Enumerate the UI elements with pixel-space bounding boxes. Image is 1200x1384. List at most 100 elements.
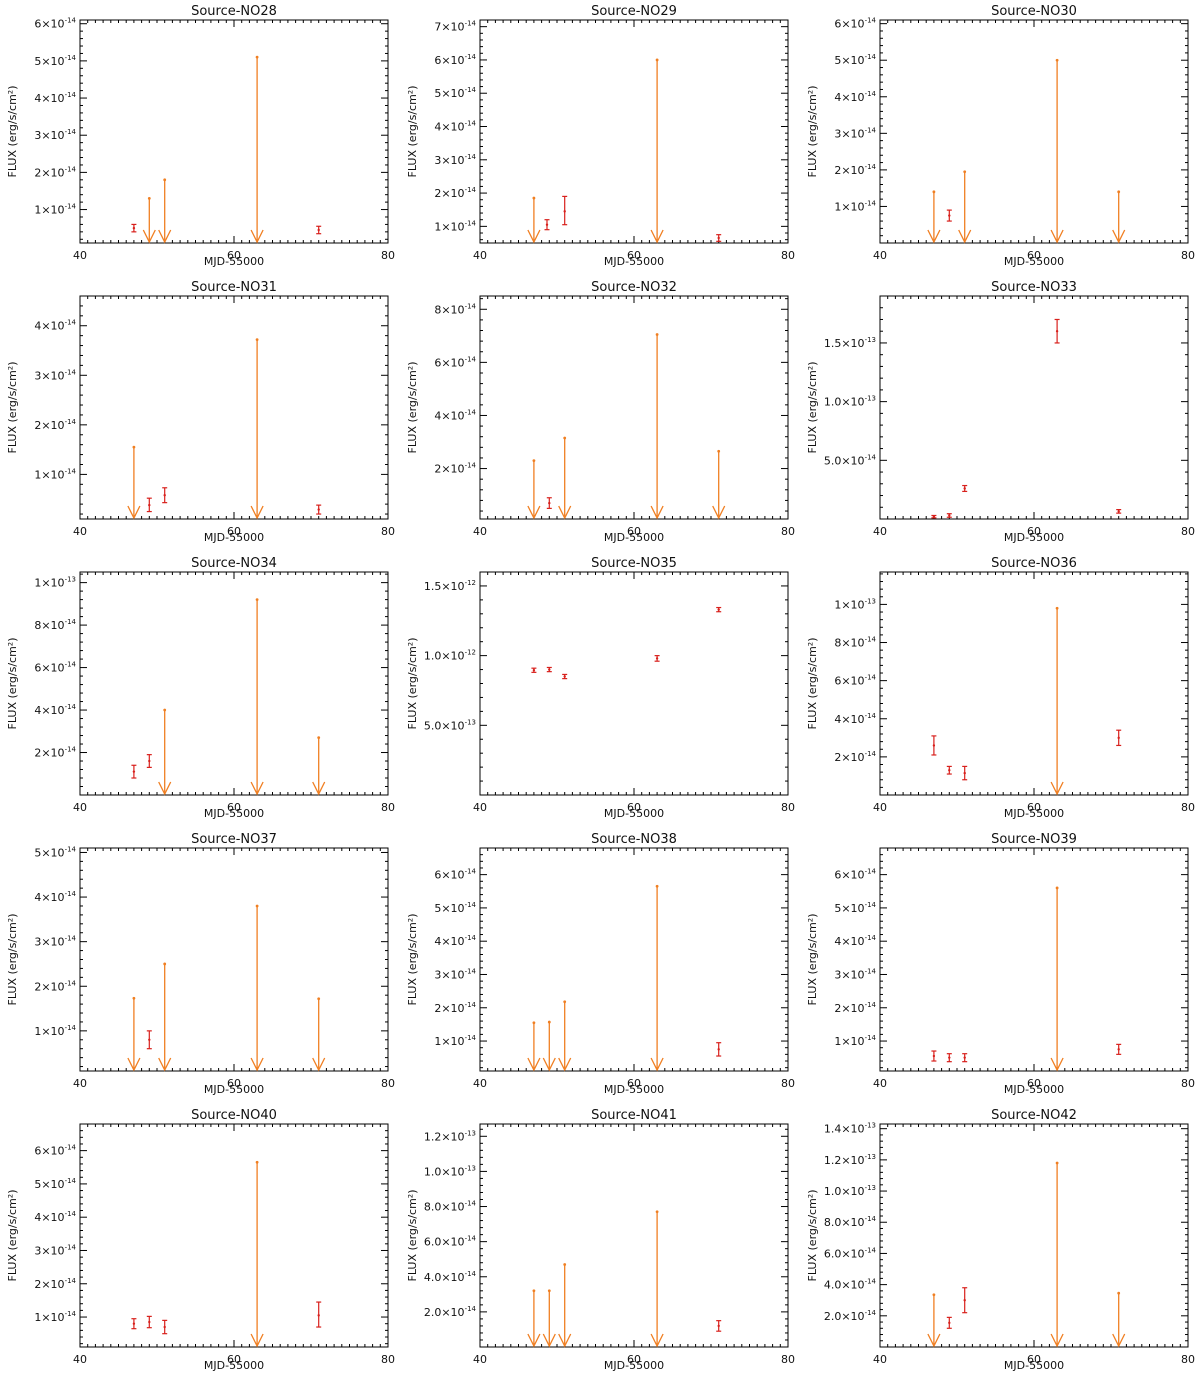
x-tick-label: 80	[381, 249, 395, 262]
detection-point	[1054, 318, 1060, 344]
x-tick-label: 60	[227, 249, 241, 262]
light-curve-panel: Source-NO36 40 60 80 2×10-14 4×10-14 6×10-14 8×…	[800, 552, 1200, 828]
detection-point	[544, 219, 550, 231]
plot-frame	[79, 19, 389, 244]
y-tick-label: 8×10-14	[34, 618, 76, 632]
y-tick-label: 5×10-14	[834, 53, 876, 67]
detection-point	[562, 673, 568, 680]
y-tick-label: 2×10-14	[34, 165, 76, 179]
upper-limit-arrow	[542, 1020, 556, 1072]
x-tick-label: 40	[873, 525, 887, 538]
x-axis-label: MJD-55000	[204, 255, 264, 268]
upper-limit-arrow	[312, 736, 326, 796]
y-tick-label: 6×10-14	[834, 868, 876, 882]
detection-point	[316, 225, 322, 235]
y-tick-label: 6×10-14	[34, 1144, 76, 1158]
y-tick-label: 1×10-14	[34, 1310, 76, 1324]
light-curve-panel: Source-NO42 40 60 80 2.0×10-14 4.0×10-14 6.0×1…	[800, 1104, 1200, 1380]
y-tick-label: 1.5×10-13	[824, 336, 876, 350]
detection-point	[146, 497, 152, 513]
y-tick-label: 2×10-14	[34, 979, 76, 993]
plot-frame	[79, 571, 389, 796]
y-tick-label: 5×10-14	[834, 901, 876, 915]
upper-limit-arrow	[1050, 58, 1064, 244]
y-tick-label: 2×10-14	[834, 750, 876, 764]
x-tick-label: 80	[781, 1353, 795, 1366]
x-tick-label: 80	[1181, 1077, 1195, 1090]
x-axis-label: MJD-55000	[604, 531, 664, 544]
detection-point	[946, 209, 952, 222]
x-tick-label: 60	[227, 1077, 241, 1090]
x-tick-label: 40	[73, 249, 87, 262]
x-tick-label: 60	[227, 525, 241, 538]
x-tick-label: 80	[381, 801, 395, 814]
x-tick-label: 60	[627, 801, 641, 814]
detection-point	[131, 1318, 137, 1330]
detection-point	[1116, 509, 1122, 514]
light-curve-panel: Source-NO33 40 60 80 5.0×10-14 1.0×10-13 1.5×1…	[800, 276, 1200, 552]
light-curve-panel: Source-NO34 40 60 80 2×10-14 4×10-14 6×10-14 8×…	[0, 552, 400, 828]
x-axis-label: MJD-55000	[604, 1359, 664, 1372]
detection-point	[1116, 729, 1122, 747]
x-axis-label: MJD-55000	[1004, 807, 1064, 820]
x-tick-label: 80	[381, 525, 395, 538]
chart-title: Source-NO36	[991, 556, 1077, 571]
y-axis-label: FLUX (erg/s/cm²)	[406, 86, 419, 178]
x-axis-label: MJD-55000	[1004, 1083, 1064, 1096]
light-curve-chart: Source-NO33 40 60 80 5.0×10-14 1.0×10-13 1.5×1…	[806, 280, 1195, 544]
detection-point	[962, 1287, 968, 1314]
chart-title: Source-NO34	[191, 556, 277, 571]
chart-title: Source-NO31	[191, 280, 277, 295]
light-curve-chart: Source-NO40 40 60 80 1×10-14 2×10-14 3×10-14 4×…	[6, 1108, 395, 1372]
x-tick-label: 40	[73, 1077, 87, 1090]
light-curve-chart: Source-NO37 40 60 80 1×10-14 2×10-14 3×10-14 4×…	[6, 832, 395, 1096]
x-tick-label: 80	[781, 1077, 795, 1090]
detection-point	[562, 195, 568, 226]
x-axis-label: MJD-55000	[604, 807, 664, 820]
plot-frame	[879, 847, 1189, 1072]
detection-point	[131, 764, 137, 779]
y-tick-label: 3×10-14	[434, 967, 476, 981]
upper-limit-arrow	[527, 1021, 541, 1072]
y-axis-label: FLUX (erg/s/cm²)	[806, 362, 819, 454]
x-axis-label: MJD-55000	[1004, 1359, 1064, 1372]
upper-limit-arrow	[927, 190, 941, 244]
upper-limit-arrow	[1112, 190, 1126, 244]
y-axis-label: FLUX (erg/s/cm²)	[6, 362, 19, 454]
detection-point	[946, 1316, 952, 1329]
chart-title: Source-NO32	[591, 280, 677, 295]
y-tick-label: 4×10-14	[834, 712, 876, 726]
y-tick-label: 3×10-14	[834, 967, 876, 981]
y-tick-label: 5×10-14	[34, 54, 76, 68]
upper-limit-arrow	[558, 1000, 572, 1072]
light-curve-panel: Source-NO31 40 60 80 1×10-14 2×10-14 3×10-14 4×…	[0, 276, 400, 552]
y-tick-label: 2.0×10-14	[424, 1305, 477, 1319]
chart-title: Source-NO38	[591, 832, 677, 847]
upper-limit-arrow	[127, 445, 141, 520]
x-tick-label: 60	[627, 249, 641, 262]
y-tick-label: 6.0×10-14	[424, 1235, 477, 1249]
x-tick-label: 80	[1181, 249, 1195, 262]
y-tick-label: 2×10-14	[834, 1001, 876, 1015]
detection-point	[531, 667, 537, 673]
y-tick-label: 6×10-14	[434, 355, 476, 369]
light-curve-chart: Source-NO39 40 60 80 1×10-14 2×10-14 3×10-14 4×…	[806, 832, 1195, 1096]
y-tick-label: 8.0×10-14	[824, 1215, 877, 1229]
y-tick-label: 1×10-14	[434, 219, 476, 233]
chart-title: Source-NO42	[991, 1108, 1077, 1123]
detection-point	[146, 1030, 152, 1050]
light-curve-chart: Source-NO42 40 60 80 2.0×10-14 4.0×10-14 6.0×1…	[806, 1108, 1195, 1372]
detection-point	[146, 1315, 152, 1329]
detection-point	[162, 487, 168, 504]
plot-frame	[879, 295, 1189, 520]
y-tick-label: 2×10-14	[34, 1277, 76, 1291]
light-curve-panel: Source-NO38 40 60 80 1×10-14 2×10-14 3×10-14 4×…	[400, 828, 800, 1104]
y-axis-label: FLUX (erg/s/cm²)	[406, 638, 419, 730]
y-tick-label: 3×10-14	[34, 128, 76, 142]
y-tick-label: 4×10-14	[434, 408, 476, 422]
detection-point	[146, 754, 152, 768]
chart-title: Source-NO33	[991, 280, 1077, 295]
x-axis-label: MJD-55000	[204, 1359, 264, 1372]
plot-frame	[79, 295, 389, 520]
